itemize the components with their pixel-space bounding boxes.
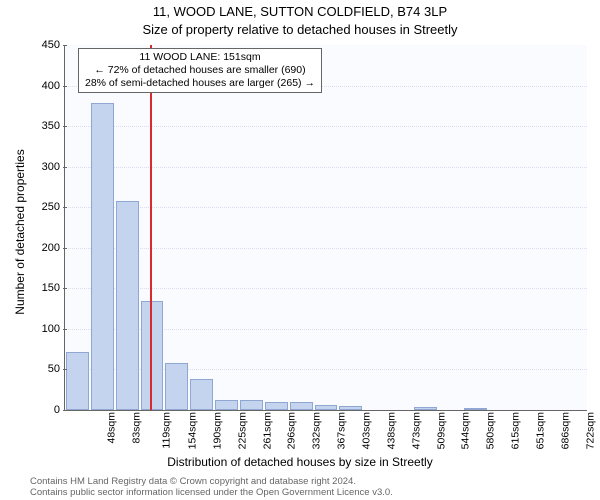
x-tick-label: 225sqm (236, 412, 248, 449)
x-tick-label: 403sqm (360, 412, 372, 449)
y-tick-mark (63, 86, 67, 87)
chart-plot-area (64, 45, 587, 411)
histogram-bar (240, 400, 263, 410)
x-tick-label: 367sqm (336, 412, 348, 449)
x-tick-label: 261sqm (261, 412, 273, 449)
histogram-bar (215, 400, 238, 410)
histogram-bar (339, 406, 362, 410)
histogram-bar (141, 301, 164, 411)
y-tick-label: 300 (20, 161, 60, 173)
y-tick-mark (63, 369, 67, 370)
x-tick-label: 722sqm (584, 412, 596, 449)
y-axis-label: Number of detached properties (13, 62, 27, 402)
histogram-bar (190, 379, 213, 410)
footer-line-1: Contains HM Land Registry data © Crown c… (30, 476, 393, 487)
x-tick-label: 48sqm (106, 412, 118, 444)
histogram-bar (116, 201, 139, 410)
y-tick-mark (63, 288, 67, 289)
gridline (65, 207, 587, 208)
y-tick-mark (63, 45, 67, 46)
chart-title-line-2: Size of property relative to detached ho… (0, 22, 600, 37)
y-tick-mark (63, 126, 67, 127)
histogram-bar (66, 352, 89, 410)
y-tick-label: 400 (20, 80, 60, 92)
x-axis-label: Distribution of detached houses by size … (0, 455, 600, 469)
annotation-line-3: 28% of semi-detached houses are larger (… (85, 77, 315, 90)
x-tick-label: 190sqm (211, 412, 223, 449)
x-tick-label: 83sqm (131, 412, 143, 444)
x-tick-label: 509sqm (435, 412, 447, 449)
footer-line-2: Contains public sector information licen… (30, 487, 393, 498)
x-tick-label: 615sqm (510, 412, 522, 449)
y-tick-mark (63, 207, 67, 208)
y-tick-label: 200 (20, 242, 60, 254)
gridline (65, 126, 587, 127)
y-tick-mark (63, 410, 67, 411)
annotation-line-1: 11 WOOD LANE: 151sqm (85, 51, 315, 64)
x-tick-label: 473sqm (410, 412, 422, 449)
y-tick-label: 100 (20, 323, 60, 335)
property-marker-line (150, 45, 152, 410)
x-tick-label: 544sqm (460, 412, 472, 449)
chart-title-line-1: 11, WOOD LANE, SUTTON COLDFIELD, B74 3LP (0, 4, 600, 19)
histogram-bar (464, 408, 487, 410)
x-tick-label: 119sqm (161, 412, 173, 449)
y-tick-label: 0 (20, 404, 60, 416)
y-tick-label: 150 (20, 282, 60, 294)
gridline (65, 167, 587, 168)
y-tick-mark (63, 329, 67, 330)
annotation-box: 11 WOOD LANE: 151sqm← 72% of detached ho… (78, 48, 322, 93)
annotation-line-2: ← 72% of detached houses are smaller (69… (85, 64, 315, 77)
x-tick-label: 686sqm (559, 412, 571, 449)
histogram-bar (315, 405, 338, 410)
x-tick-label: 580sqm (485, 412, 497, 449)
y-tick-label: 250 (20, 201, 60, 213)
gridline (65, 288, 587, 289)
y-tick-label: 50 (20, 363, 60, 375)
gridline (65, 248, 587, 249)
histogram-bar (165, 363, 188, 410)
y-tick-mark (63, 248, 67, 249)
histogram-bar (414, 407, 437, 410)
histogram-bar (265, 402, 288, 410)
y-tick-mark (63, 167, 67, 168)
x-tick-label: 651sqm (534, 412, 546, 449)
y-tick-label: 350 (20, 120, 60, 132)
x-tick-label: 296sqm (286, 412, 298, 449)
histogram-bar (290, 402, 313, 410)
x-tick-label: 332sqm (311, 412, 323, 449)
x-tick-label: 154sqm (186, 412, 198, 449)
y-tick-label: 450 (20, 39, 60, 51)
x-tick-label: 438sqm (385, 412, 397, 449)
histogram-bar (91, 103, 114, 410)
footer-attribution: Contains HM Land Registry data © Crown c… (30, 476, 393, 499)
